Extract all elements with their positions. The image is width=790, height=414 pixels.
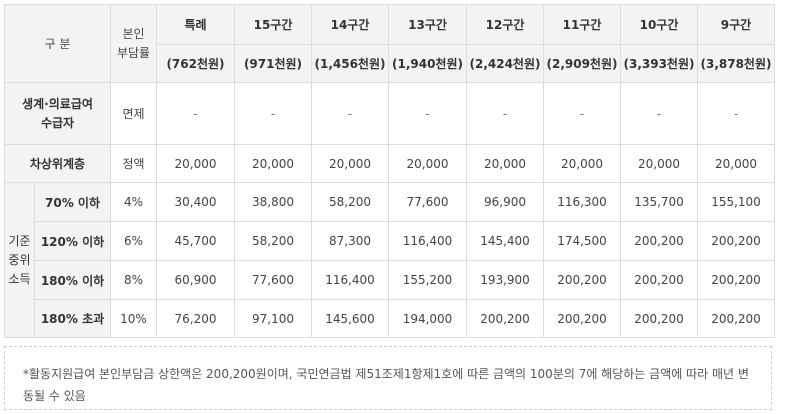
value-cell: 20,000 [388,144,467,183]
value-cell: 200,200 [697,299,775,338]
value-cell: - [543,82,621,145]
tier-name: 11구간 [543,4,621,45]
value-cell: 155,200 [388,260,467,300]
rate-cell: 4% [110,182,157,222]
value-cell: 200,200 [697,221,775,261]
table-row: 생계·의료급여 수급자 면제 - - - - - - - - [4,82,775,145]
rate-cell: 8% [110,260,157,300]
header-gubun: 구 분 [4,4,111,83]
value-cell: 145,600 [311,299,389,338]
value-cell: 155,100 [697,182,775,222]
value-cell: 200,200 [697,260,775,300]
value-cell: 77,600 [234,260,312,300]
tier-amount: (1,456천원) [311,44,389,83]
value-cell: 87,300 [311,221,389,261]
value-cell: 30,400 [156,182,235,222]
tier-name: 14구간 [311,4,389,45]
tier-amount: (971천원) [234,44,312,83]
rate-cell: 면제 [110,82,157,145]
table-row: 차상위계층 정액 20,000 20,000 20,000 20,000 20,… [4,144,775,183]
value-cell: - [311,82,389,145]
table-row: 180% 이하 8% 60,900 77,600 116,400 155,200… [5,260,775,300]
table-row: 180% 초과 10% 76,200 97,100 145,600 194,00… [5,299,775,338]
tier-name: 10구간 [620,4,698,45]
copayment-table: 구 분 본인 부담률 특례 15구간 14구간 13구간 12구간 11구간 10… [4,4,775,338]
value-cell: 20,000 [234,144,312,183]
tier-amount: (2,909천원) [543,44,621,83]
tier-amount: (762천원) [156,44,235,83]
rate-cell: 6% [110,221,157,261]
value-cell: 97,100 [234,299,312,338]
value-cell: 20,000 [697,144,775,183]
footnote-text: *활동지원급여 본인부담금 상한액은 200,200원이며, 국민연금법 제51… [23,367,749,403]
value-cell: 145,400 [466,221,544,261]
row-label-median: 120% 이하 [34,221,111,261]
value-cell: 77,600 [388,182,467,222]
value-cell: 116,400 [388,221,467,261]
value-cell: 20,000 [156,144,235,183]
value-cell: 20,000 [311,144,389,183]
value-cell: - [697,82,775,145]
value-cell: 58,200 [311,182,389,222]
value-cell: 60,900 [156,260,235,300]
rate-cell: 정액 [110,144,157,183]
value-cell: - [388,82,467,145]
value-cell: - [466,82,544,145]
row-label-median: 180% 이하 [34,260,111,300]
value-cell: 76,200 [156,299,235,338]
value-cell: 20,000 [620,144,698,183]
row-label-median: 180% 초과 [34,299,111,338]
tier-amount: (3,878천원) [697,44,775,83]
value-cell: 200,200 [543,260,621,300]
value-cell: 96,900 [466,182,544,222]
table-row: 120% 이하 6% 45,700 58,200 87,300 116,400 … [5,221,775,261]
value-cell: 193,900 [466,260,544,300]
tier-name: 12구간 [466,4,544,45]
tier-name: 13구간 [388,4,467,45]
value-cell: - [156,82,235,145]
value-cell: 20,000 [543,144,621,183]
tier-amount: (1,940천원) [388,44,467,83]
value-cell: 200,200 [543,299,621,338]
row-label-median: 70% 이하 [34,182,111,222]
tier-name: 9구간 [697,4,775,45]
value-cell: 200,200 [620,260,698,300]
row-label-livelihood: 생계·의료급여 수급자 [4,82,111,145]
value-cell: 20,000 [466,144,544,183]
value-cell: 194,000 [388,299,467,338]
value-cell: 116,400 [311,260,389,300]
value-cell: 58,200 [234,221,312,261]
value-cell: - [234,82,312,145]
tier-name: 특례 [156,4,235,45]
value-cell: - [620,82,698,145]
value-cell: 38,800 [234,182,312,222]
row-label-near-poor: 차상위계층 [4,144,111,183]
value-cell: 45,700 [156,221,235,261]
tier-amount: (2,424천원) [466,44,544,83]
value-cell: 174,500 [543,221,621,261]
value-cell: 200,200 [620,221,698,261]
row-group-median-income: 기준 중위 소득 [4,182,35,338]
tier-amount: (3,393천원) [620,44,698,83]
header-burden-rate: 본인 부담률 [110,4,157,83]
value-cell: 200,200 [466,299,544,338]
value-cell: 116,300 [543,182,621,222]
value-cell: 200,200 [620,299,698,338]
tier-name: 15구간 [234,4,312,45]
value-cell: 135,700 [620,182,698,222]
table-row: 기준 중위 소득 70% 이하 4% 30,400 38,800 58,200 77… [4,182,775,338]
rate-cell: 10% [110,299,157,338]
footnote-box: *활동지원급여 본인부담금 상한액은 200,200원이며, 국민연금법 제51… [4,346,772,410]
